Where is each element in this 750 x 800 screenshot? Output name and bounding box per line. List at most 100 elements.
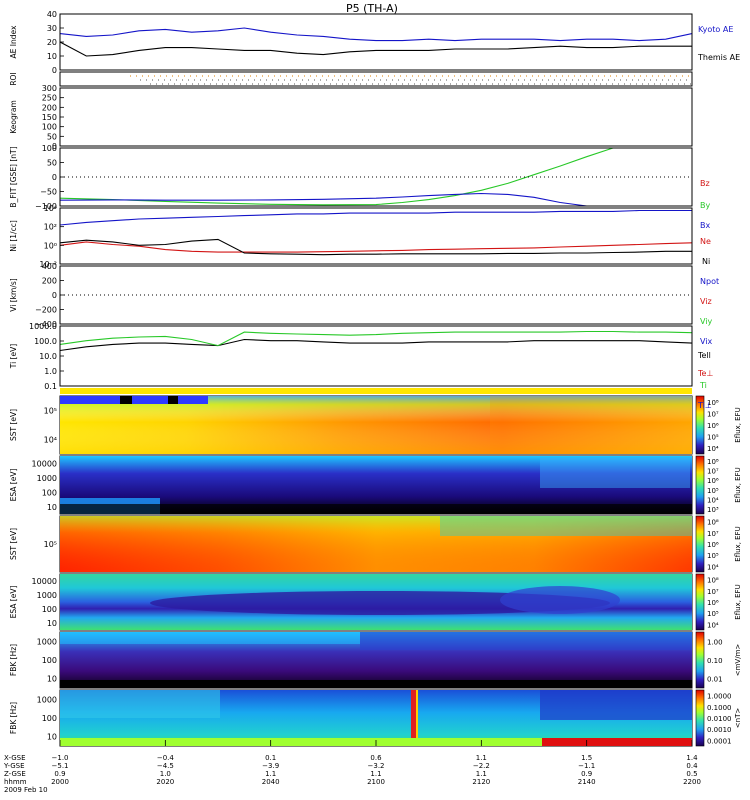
xtick-y: −2.2 <box>473 762 490 770</box>
series-ae-themisae <box>59 41 692 57</box>
ytick-ni: 10² <box>44 223 57 232</box>
cbar-label-sst2: Eflux, EFU <box>734 526 742 561</box>
colorbar-sst1: 10⁴ 10⁵ 10⁶ 10⁷ 10⁸ Eflux, EFU <box>695 395 742 455</box>
xtick-z: 1.1 <box>370 770 381 778</box>
ytick-ti: 100.0 <box>34 337 57 346</box>
cbar-tick-esa2: 10⁸ <box>707 577 719 585</box>
colorbar-esa2: 10⁴ 10⁵ 10⁶ 10⁷ 10⁸ Eflux, EFU <box>695 573 742 631</box>
plot-title: P5 (TH-A) <box>346 2 398 15</box>
ytick-fbk1: 100 <box>42 656 57 665</box>
ylabel-fbk2: FBK [Hz] <box>9 702 18 734</box>
legend-teperp: Te⊥ <box>697 369 713 378</box>
frame-bfit <box>59 147 693 207</box>
ylabel-fbk1: FBK [Hz] <box>9 644 18 676</box>
ytick-esa1: 10000 <box>32 459 57 468</box>
colorbar-fbk1: 0.01 0.10 1.00 <mV/m> <box>695 631 742 689</box>
ytick-bfit: −100 <box>35 202 57 211</box>
ytick-fbk2: 1000 <box>37 695 57 704</box>
panel-vi: Vi [km/s] −400 −200 0 200 400 <box>9 262 693 329</box>
ytick-keogram: 0 <box>52 142 57 151</box>
xtick-x: 1.5 <box>581 754 592 762</box>
ytick-esa1: 1000 <box>37 474 57 483</box>
cbar-tick-esa1: 10⁷ <box>707 468 719 476</box>
ytick-fbk1: 10 <box>47 675 57 684</box>
ytick-ni: 10⁻² <box>39 260 57 269</box>
xtick-y: −4.5 <box>157 762 174 770</box>
xtick-z: 1.0 <box>160 770 171 778</box>
cbar-tick-sst2: 10⁶ <box>707 541 719 549</box>
cbar-tick-esa2: 10⁴ <box>707 621 719 629</box>
xaxis-row-label: Z-GSE <box>4 770 26 778</box>
series-ae-kyotoae <box>59 27 693 42</box>
xtick-y: −5.1 <box>52 762 69 770</box>
ylabel-esa2: ESA [eV] <box>9 586 18 619</box>
xtick-hhmm: 2140 <box>578 778 596 786</box>
xtick-hhmm: 2040 <box>262 778 280 786</box>
legend-ni-label: Ni <box>702 257 710 266</box>
fbk1-spectrogram <box>60 632 692 688</box>
legend-viy: Viy <box>700 317 713 326</box>
series-ni-ne <box>59 241 693 253</box>
ytick-esa2: 100 <box>42 605 57 614</box>
ytick-keogram: 250 <box>42 94 57 103</box>
ytick-esa2: 10 <box>47 619 57 628</box>
colorbar-fbk2: 0.0001 0.0010 0.0100 0.1000 1.0000<nT> <box>695 689 742 747</box>
cbar-tick-fbk2: 0.0100 <box>707 715 732 723</box>
colorbar-fbk1-scale <box>695 631 705 689</box>
ytick-keogram: 100 <box>42 123 57 132</box>
series-ti-ti <box>59 330 693 347</box>
xtick-x: −1.0 <box>52 754 69 762</box>
yellow-stripe <box>60 388 692 394</box>
ytick-esa1: 100 <box>42 488 57 497</box>
ytick-bfit: 50 <box>47 159 57 168</box>
ytick-ae: 10 <box>47 52 57 61</box>
panel-ti: Ti [eV] 0.1 1.0 10.0 100.0 1000.0 <box>9 322 693 391</box>
cbar-tick-sst1: 10⁷ <box>707 410 719 418</box>
ytick-ti: 1000.0 <box>29 322 57 331</box>
cbar-label-fbk1: <mV/m> <box>734 644 742 677</box>
legend-vi: Viz Viy Vix <box>700 297 713 346</box>
ytick-bfit: −50 <box>40 188 57 197</box>
ytick-bfit: 100 <box>42 144 57 153</box>
cbar-tick-esa1: 10⁴ <box>707 497 719 505</box>
series-ni-ni <box>59 238 692 256</box>
legend-ae: Kyoto AE Themis AE <box>697 25 740 62</box>
cbar-tick-sst2: 10⁸ <box>707 519 719 527</box>
xtick-y: −3.9 <box>262 762 279 770</box>
cbar-tick-sst2: 10⁷ <box>707 530 719 538</box>
colorbar-fbk2-scale <box>695 689 705 747</box>
esa2-spectrogram <box>60 574 692 630</box>
cbar-tick-fbk2: 1.0000 <box>707 693 732 701</box>
colorbar-esa2-scale <box>695 573 705 631</box>
ytick-ni: 10⁰ <box>44 241 57 250</box>
legend-ni: Ne Ni Npot <box>700 237 719 286</box>
esa1-spectrogram <box>60 456 692 514</box>
ytick-bfit: 0 <box>52 173 57 182</box>
cbar-label-fbk2: <nT> <box>734 708 742 729</box>
cbar-tick-fbk2: 0.0010 <box>707 726 732 734</box>
ylabel-vi: Vi [km/s] <box>9 278 18 311</box>
xtick-y: 0.4 <box>686 762 698 770</box>
ylabel-ti: Ti [eV] <box>9 344 18 369</box>
cbar-tick-esa2: 10⁶ <box>707 599 719 607</box>
xtick-x: −0.4 <box>157 754 175 762</box>
ytick-ae: 40 <box>47 10 57 19</box>
cbar-tick-sst2: 10⁴ <box>707 563 719 571</box>
ytick-ae: 0 <box>52 66 57 75</box>
panel-ae: AE Index 0 10 20 30 40 <box>9 10 693 75</box>
ytick-ti: 0.1 <box>44 382 57 391</box>
xtick-z: 0.9 <box>581 770 592 778</box>
ytick-vi: −200 <box>35 306 57 315</box>
cbar-tick-fbk2: 0.0001 <box>707 737 732 745</box>
panel-bfit: B_FIT [GSE] [nT] −100 −50 0 50 100 <box>9 144 693 211</box>
ytick-sst2: 10⁵ <box>44 540 57 549</box>
cbar-label-sst1: Eflux, EFU <box>734 407 742 442</box>
panel-roi: ROI <box>9 71 693 87</box>
cbar-label-esa1: Eflux, EFU <box>734 467 742 502</box>
legend-npot: Npot <box>700 277 719 286</box>
legend-ne: Ne <box>700 237 711 246</box>
legend-by: By <box>700 201 710 210</box>
ylabel-ni: Ni [1/cc] <box>9 220 18 252</box>
ytick-vi: 0 <box>52 291 57 300</box>
